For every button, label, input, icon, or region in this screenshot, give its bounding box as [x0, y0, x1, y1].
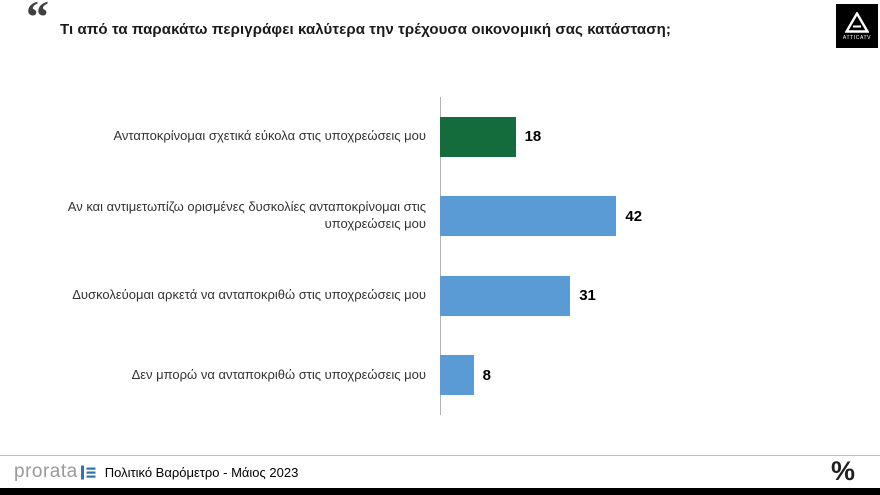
- footer: prorata Πολιτικό Βαρόμετρο - Μάιος 2023 …: [0, 455, 880, 488]
- bar-track: 42: [440, 177, 850, 257]
- bar: [440, 196, 617, 237]
- bar-track: 8: [440, 336, 850, 416]
- value-label: 42: [625, 207, 643, 225]
- prorata-logo-text: prorata: [14, 461, 78, 482]
- bar-track: 31: [440, 256, 850, 336]
- percent-mark: %: [830, 456, 855, 486]
- bar-label: Αν και αντιμετωπίζω ορισμένες δυσκολίες …: [67, 199, 426, 232]
- attica-triangle-icon: [845, 11, 869, 33]
- quote-icon: “: [26, 0, 49, 42]
- value-label: 8: [482, 366, 491, 384]
- bar-label: Ανταποκρίνομαι σχετικά εύκολα στις υποχρ…: [113, 128, 426, 144]
- bottom-strip: [0, 488, 880, 495]
- value-label: 18: [524, 128, 542, 146]
- page-title: Τι από τα παρακάτω περιγράφει καλύτερα τ…: [60, 21, 671, 38]
- attica-tv-logo: ATTICATV: [836, 4, 878, 48]
- value-label: 31: [579, 287, 596, 305]
- bar-row: Αν και αντιμετωπίζω ορισμένες δυσκολίες …: [30, 177, 850, 257]
- bar-row: Δυσκολεύομαι αρκετά να ανταποκριθώ στις …: [30, 256, 850, 336]
- bar: [440, 355, 474, 396]
- footer-caption: Πολιτικό Βαρόμετρο - Μάιος 2023: [104, 464, 299, 480]
- bar-chart: Ανταποκρίνομαι σχετικά εύκολα στις υποχρ…: [30, 97, 850, 415]
- bar: [440, 275, 571, 316]
- bar-chart-rows: Ανταποκρίνομαι σχετικά εύκολα στις υποχρ…: [30, 97, 850, 415]
- prorata-chart-icon: [80, 465, 96, 479]
- bar-row: Ανταποκρίνομαι σχετικά εύκολα στις υποχρ…: [30, 97, 850, 177]
- bar-label: Δεν μπορώ να ανταποκριθώ στις υποχρεώσει…: [131, 366, 426, 382]
- y-axis-line: [440, 97, 441, 415]
- attica-logo-text: ATTICATV: [842, 34, 872, 41]
- bar-track: 18: [440, 97, 850, 177]
- bar: [440, 116, 516, 157]
- bar-row: Δεν μπορώ να ανταποκριθώ στις υποχρεώσει…: [30, 336, 850, 416]
- bar-label: Δυσκολεύομαι αρκετά να ανταποκριθώ στις …: [72, 287, 426, 303]
